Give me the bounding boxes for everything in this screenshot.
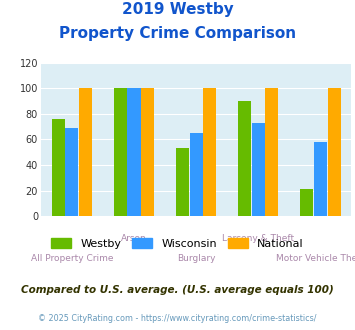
Bar — [238, 101, 251, 216]
Bar — [314, 142, 327, 216]
Bar — [114, 88, 127, 216]
Bar — [266, 88, 278, 216]
Text: Property Crime Comparison: Property Crime Comparison — [59, 26, 296, 41]
Text: © 2025 CityRating.com - https://www.cityrating.com/crime-statistics/: © 2025 CityRating.com - https://www.city… — [38, 314, 317, 323]
Text: All Property Crime: All Property Crime — [31, 254, 113, 263]
Text: Burglary: Burglary — [177, 254, 215, 263]
Legend: Westby, Wisconsin, National: Westby, Wisconsin, National — [47, 234, 308, 253]
Bar — [328, 88, 340, 216]
Bar — [127, 88, 141, 216]
Bar — [252, 123, 265, 216]
Text: 2019 Westby: 2019 Westby — [122, 2, 233, 16]
Bar — [141, 88, 154, 216]
Text: Arson: Arson — [121, 234, 147, 243]
Bar — [176, 148, 189, 216]
Text: Compared to U.S. average. (U.S. average equals 100): Compared to U.S. average. (U.S. average … — [21, 285, 334, 295]
Text: Larceny & Theft: Larceny & Theft — [222, 234, 294, 243]
Bar — [203, 88, 216, 216]
Bar — [300, 189, 313, 216]
Bar — [65, 128, 78, 216]
Bar — [79, 88, 92, 216]
Text: Motor Vehicle Theft: Motor Vehicle Theft — [277, 254, 355, 263]
Bar — [190, 133, 203, 216]
Bar — [52, 119, 65, 216]
